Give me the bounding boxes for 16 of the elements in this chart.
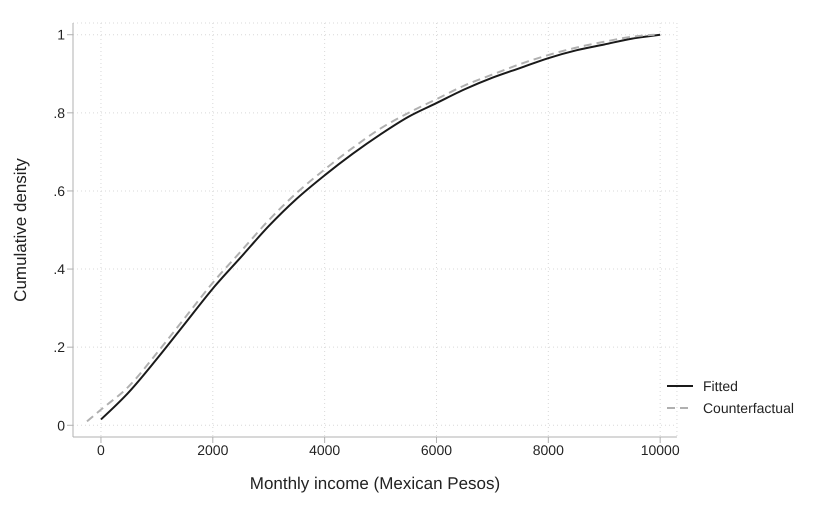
y-tick-label: .8 <box>53 104 66 121</box>
x-tick-label: 6000 <box>420 442 452 458</box>
y-tick-label: .4 <box>53 261 66 278</box>
y-tick-label: 0 <box>57 417 66 434</box>
y-tick-label: .6 <box>53 182 66 199</box>
x-tick-label: 0 <box>97 442 106 458</box>
x-tick-label: 8000 <box>532 442 564 458</box>
y-axis-title: Cumulative density <box>11 158 30 302</box>
y-tick-label: .2 <box>53 339 66 356</box>
legend-label: Fitted <box>702 378 738 394</box>
legend-label: Counterfactual <box>702 400 794 416</box>
x-axis-title: Monthly income (Mexican Pesos) <box>250 474 500 493</box>
x-tick-label: 2000 <box>197 442 229 458</box>
y-tick-label: 1 <box>57 26 66 43</box>
x-tick-label: 4000 <box>309 442 340 458</box>
x-tick-label: 10000 <box>640 442 680 458</box>
